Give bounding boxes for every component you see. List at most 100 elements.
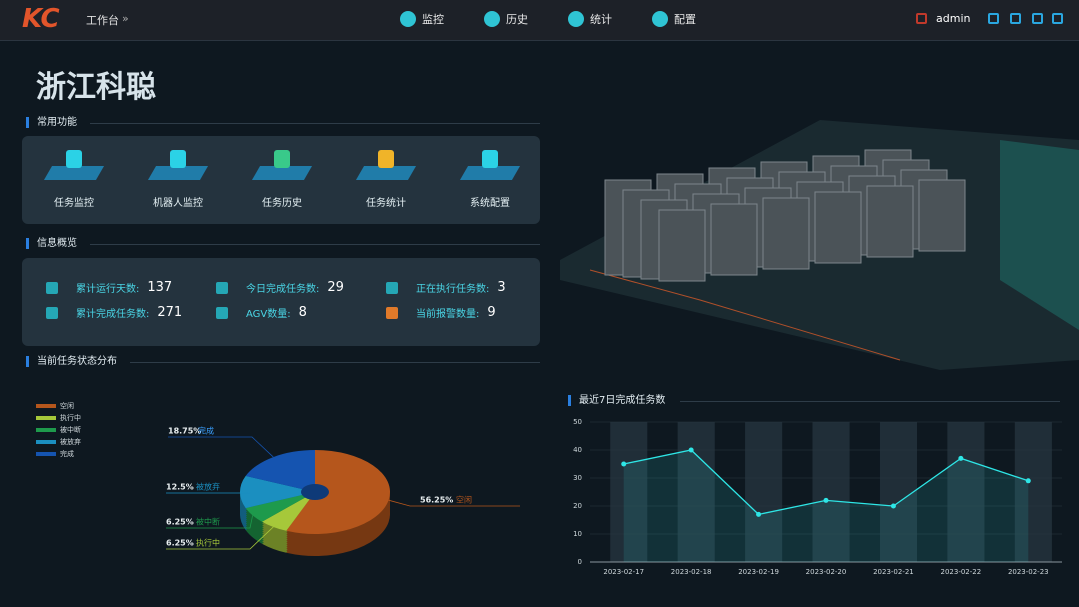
nav-label[interactable]: 统计 xyxy=(590,13,612,26)
nav-item[interactable]: 历史 xyxy=(484,11,528,27)
overview-item: 当前报警数量: 9 xyxy=(386,305,526,320)
overview-list: 累计运行天数: 137 今日完成任务数: 29 正在执行任务数: 3 累计完成任务数: 271… xyxy=(46,280,526,320)
overview-label: 正在执行任务数: xyxy=(416,284,490,295)
slice-label: 被中断 xyxy=(196,517,220,527)
slice-label: 被放弃 xyxy=(196,482,220,492)
leader-line xyxy=(388,499,520,507)
leader-line xyxy=(166,526,274,550)
shortcut-icon[interactable] xyxy=(147,150,209,184)
point xyxy=(688,447,694,453)
pie-hole xyxy=(301,484,329,500)
y-tick-label: 40 xyxy=(573,446,582,454)
value-label: 18.75% xyxy=(168,427,201,436)
glyph xyxy=(170,150,186,168)
nav-label[interactable]: 配置 xyxy=(674,13,696,26)
legend-label: 被中断 xyxy=(60,425,81,434)
pedestal xyxy=(459,166,521,180)
band xyxy=(745,422,783,562)
shortcut-label[interactable]: 机器人监控 xyxy=(153,198,203,209)
shortcut[interactable]: 任务历史 xyxy=(242,150,322,209)
overview-icon xyxy=(46,281,58,294)
band xyxy=(677,422,715,562)
legend-swatch xyxy=(36,452,56,456)
overview-item: AGV数量: 8 xyxy=(216,305,386,320)
shortcut-label[interactable]: 系统配置 xyxy=(470,198,510,209)
overview-label: 今日完成任务数: xyxy=(246,284,320,295)
value-label: 56.25% xyxy=(420,496,453,505)
shortcut-icon[interactable] xyxy=(459,150,521,184)
legend-swatch xyxy=(36,428,56,432)
overview-icon xyxy=(216,306,228,319)
x-tick-label: 2023-02-20 xyxy=(806,568,847,576)
point xyxy=(1025,478,1031,484)
shortcut-list: 任务监控 机器人监控 任务历史 任务统计 系统配置 xyxy=(34,150,530,209)
overview-value: 3 xyxy=(497,280,506,295)
overview-value: 29 xyxy=(327,280,344,295)
nav-item[interactable]: 统计 xyxy=(568,11,612,27)
nav-label[interactable]: 历史 xyxy=(506,13,528,26)
shortcut-icon[interactable] xyxy=(355,150,417,184)
y-tick-label: 30 xyxy=(573,474,582,482)
nav-item[interactable]: 监控 xyxy=(400,11,444,27)
band xyxy=(947,422,985,562)
value-label: 12.5% xyxy=(166,483,194,492)
refresh-icon[interactable] xyxy=(1010,13,1021,24)
point xyxy=(756,511,762,517)
divider xyxy=(680,401,1060,402)
screen-icon[interactable] xyxy=(988,13,999,24)
slice-label: 空闲 xyxy=(456,495,472,505)
user-name[interactable]: admin xyxy=(936,12,971,25)
breadcrumb[interactable]: 工作台 xyxy=(86,14,119,27)
area xyxy=(623,450,1029,562)
shortcut[interactable]: 任务统计 xyxy=(346,150,426,209)
slice xyxy=(261,492,315,531)
pedestal xyxy=(251,166,313,180)
shortcut[interactable]: 任务监控 xyxy=(34,150,114,209)
value-label: 6.25% xyxy=(166,518,194,527)
header xyxy=(0,0,1079,41)
overview-item: 累计完成任务数: 271 xyxy=(46,305,216,320)
slice xyxy=(245,492,315,522)
legend-label: 执行中 xyxy=(60,413,81,422)
divider xyxy=(90,123,540,124)
section-title: 信息概览 xyxy=(26,238,77,249)
nav-label[interactable]: 监控 xyxy=(422,13,444,26)
rack xyxy=(918,179,966,252)
value-label: 6.25% xyxy=(166,539,194,548)
shortcut[interactable]: 机器人监控 xyxy=(138,150,218,209)
overview-label: 累计完成任务数: xyxy=(76,309,150,320)
y-tick-label: 50 xyxy=(573,418,582,426)
point xyxy=(958,455,964,461)
slice-label: 完成 xyxy=(198,426,214,436)
shortcut-icon[interactable] xyxy=(43,150,105,184)
glyph xyxy=(274,150,290,168)
fullscreen-icon[interactable] xyxy=(1052,13,1063,24)
overview-panel xyxy=(22,258,540,346)
shortcut-icon[interactable] xyxy=(251,150,313,184)
band xyxy=(1014,422,1052,562)
shortcut-label[interactable]: 任务监控 xyxy=(54,198,94,209)
export-icon[interactable] xyxy=(1032,13,1043,24)
legend-swatch xyxy=(36,416,56,420)
nav-item[interactable]: 配置 xyxy=(652,11,696,27)
legend-label: 被放弃 xyxy=(60,437,81,446)
shortcut-label[interactable]: 任务历史 xyxy=(262,198,302,209)
glyph xyxy=(66,150,82,168)
slice xyxy=(245,450,315,492)
leader-line xyxy=(168,436,274,458)
divider xyxy=(90,244,540,245)
rack xyxy=(710,203,758,276)
leader-line xyxy=(166,515,254,529)
shortcut[interactable]: 系统配置 xyxy=(450,150,530,209)
overview-value: 8 xyxy=(298,305,307,320)
shortcut-label[interactable]: 任务统计 xyxy=(366,198,406,209)
page-title: 浙江科聪 xyxy=(36,70,156,105)
rack xyxy=(762,197,810,270)
legend-label: 完成 xyxy=(60,449,74,458)
pedestal xyxy=(43,166,105,180)
x-tick-label: 2023-02-18 xyxy=(671,568,712,576)
legend-label: 空闲 xyxy=(60,401,74,410)
alarm-icon[interactable] xyxy=(916,13,927,24)
